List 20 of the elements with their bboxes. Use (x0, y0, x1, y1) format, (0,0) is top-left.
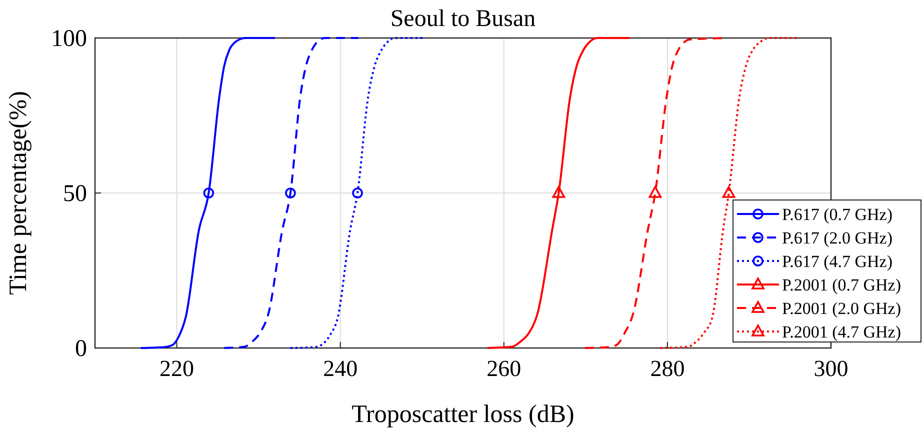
line-series (223, 37, 360, 349)
legend-label: P.2001 (2.0 GHz) (782, 299, 901, 318)
x-tick-label: 280 (650, 356, 685, 381)
legend-label: P.617 (2.0 GHz) (782, 228, 892, 248)
chart-title: Seoul to Busan (390, 6, 536, 32)
legend-label: P.617 (4.7 GHz) (782, 252, 892, 271)
y-tick-label: 100 (51, 26, 87, 52)
legend-label: P.617 (0.7 GHz) (782, 205, 892, 224)
y-tick-label: 0 (75, 336, 87, 362)
y-axis-title: Time percentage(%) (5, 91, 32, 295)
y-tick-label: 50 (63, 181, 87, 207)
legend-label: P.2001 (4.7 GHz) (782, 322, 901, 342)
legend-label: P.2001 (0.7 GHz) (782, 276, 901, 294)
x-tick-label: 260 (486, 356, 522, 381)
x-axis-title: Troposcatter loss (dB) (352, 401, 574, 428)
line-series (140, 37, 276, 349)
x-tick-label: 220 (160, 356, 194, 381)
x-tick-label: 240 (323, 356, 358, 381)
line-series (486, 37, 631, 349)
x-tick-label: 300 (814, 356, 848, 381)
